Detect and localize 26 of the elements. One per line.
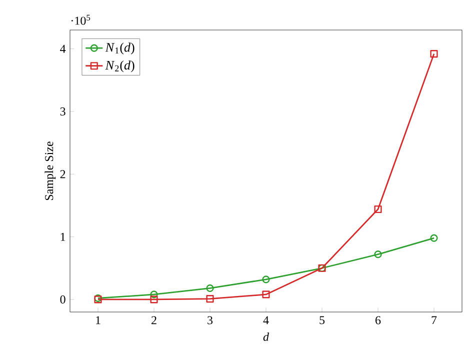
y-tick-label: 1 <box>60 232 66 241</box>
x-tick-label: 7 <box>432 316 437 324</box>
point <box>374 205 382 214</box>
point <box>150 290 158 298</box>
point <box>150 296 158 304</box>
y-axis-title: Sample Size <box>44 142 56 200</box>
x-tick-label: 3 <box>208 316 213 324</box>
legend-label: N$_{2}$(d) <box>105 60 134 72</box>
x-tick-label: 2 <box>152 316 156 324</box>
x-tick-label: 5 <box>320 316 325 324</box>
point <box>206 295 214 303</box>
point <box>262 276 270 284</box>
y-tick-label: 0 <box>60 295 66 304</box>
point <box>206 284 214 292</box>
x-tick-label: 6 <box>376 316 381 324</box>
point <box>430 50 438 58</box>
point <box>262 290 270 298</box>
x-tick-label: 1 <box>96 316 100 324</box>
text: ·10$^{5}$ <box>71 14 90 25</box>
x-axis-title: d <box>263 332 270 341</box>
legend-label: N$_{1}$(d) <box>105 42 134 54</box>
point <box>374 250 382 258</box>
x-tick-label: 4 <box>263 316 269 324</box>
y-tick-label: 2 <box>60 170 66 178</box>
y-tick-label: 4 <box>60 44 66 53</box>
y-tick-label: 3 <box>60 107 66 116</box>
